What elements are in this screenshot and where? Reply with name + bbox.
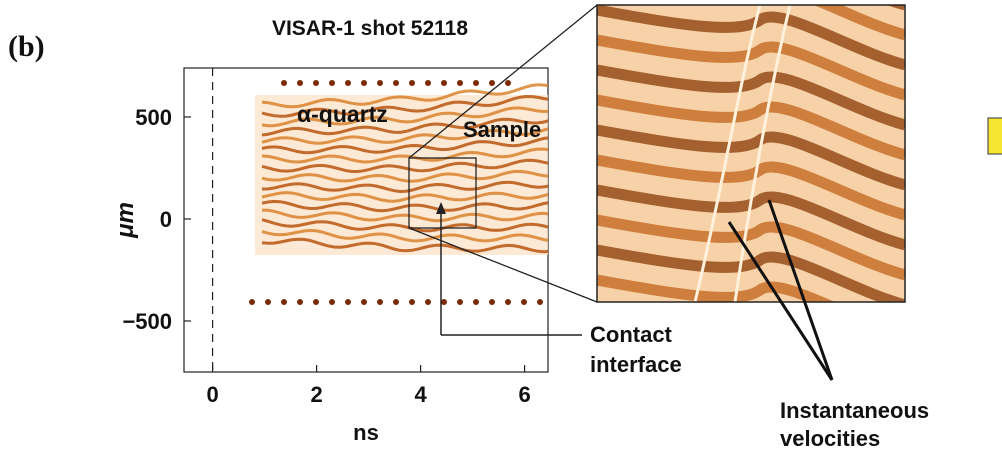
annotation: Instantaneous velocities — [780, 398, 929, 451]
inset-band — [597, 5, 905, 71]
fringe — [261, 199, 548, 213]
inset-band — [814, 5, 905, 41]
streak-image — [212, 68, 548, 372]
x-axis-label: ns — [353, 420, 379, 445]
fiducial — [361, 80, 367, 86]
x-tick-label: 6 — [518, 382, 530, 407]
fiducial — [425, 299, 431, 305]
fringe — [261, 83, 548, 109]
fiducial — [345, 80, 351, 86]
fiducial — [505, 80, 511, 86]
fiducial — [345, 299, 351, 305]
inset-band — [597, 124, 905, 191]
fiducial — [313, 80, 319, 86]
fringe — [261, 180, 548, 194]
x-tick-label: 0 — [206, 382, 218, 407]
inset-band — [597, 34, 905, 101]
inset-band — [597, 214, 905, 281]
fringe — [261, 208, 548, 223]
zoom-inset — [597, 5, 905, 302]
fiducial — [505, 299, 511, 305]
fiducial — [489, 299, 495, 305]
inset-band — [597, 64, 905, 131]
pointer-line — [727, 221, 834, 381]
fringe — [261, 94, 548, 118]
fringe — [261, 117, 548, 137]
fiducial — [281, 299, 287, 305]
fringe — [261, 147, 548, 164]
fiducial — [329, 80, 335, 86]
fiducial — [297, 299, 303, 305]
fringe — [261, 158, 548, 173]
fringe — [261, 169, 548, 183]
panel-label: (b) — [8, 30, 45, 63]
fiducial — [313, 299, 319, 305]
inset-band — [597, 184, 905, 251]
inset-line — [733, 5, 792, 302]
fiducial — [377, 299, 383, 305]
fiducial — [393, 299, 399, 305]
y-axis-label: μm — [112, 202, 139, 239]
fiducial — [537, 299, 543, 305]
chart-title: VISAR-1 shot 52118 — [272, 17, 468, 40]
inset-band — [597, 244, 905, 302]
y-tick-label: 0 — [160, 207, 172, 232]
fiducial — [457, 80, 463, 86]
inset-line — [693, 5, 762, 302]
fiducial — [297, 80, 303, 86]
fiducial — [281, 80, 287, 86]
y-tick-label: 500 — [135, 105, 172, 130]
fringe — [261, 127, 548, 145]
zoom-box — [408, 157, 477, 229]
fiducial — [377, 80, 383, 86]
fiducial — [489, 80, 495, 86]
fiducial — [329, 299, 335, 305]
x-tick-label: 2 — [310, 382, 322, 407]
fringe — [261, 136, 548, 155]
inset-band — [597, 94, 905, 161]
fringe — [261, 228, 548, 243]
fiducial — [441, 80, 447, 86]
fiducial — [521, 299, 527, 305]
cropped-box — [987, 117, 1002, 155]
annotation: Sample — [463, 117, 541, 142]
fiducial — [361, 299, 367, 305]
fiducial — [409, 80, 415, 86]
x-tick-label: 4 — [414, 382, 427, 407]
fiducial — [393, 80, 399, 86]
fiducial — [473, 299, 479, 305]
fringe — [261, 191, 548, 203]
fringe — [261, 218, 548, 233]
fiducial — [249, 299, 255, 305]
annotation: Contact interface — [590, 322, 682, 377]
pointer-line — [767, 199, 834, 381]
fiducial — [425, 80, 431, 86]
inset-band — [597, 274, 836, 302]
inset-frame — [596, 4, 906, 303]
fiducial — [265, 299, 271, 305]
annotation: α-quartz — [297, 101, 388, 127]
fiducial — [441, 299, 447, 305]
zoom-connector — [408, 4, 598, 159]
fiducial — [473, 80, 479, 86]
fringe — [261, 237, 548, 254]
y-tick-label: −500 — [122, 309, 172, 334]
pointer-arrow — [436, 202, 446, 214]
fringe — [261, 106, 548, 128]
fiducial — [457, 299, 463, 305]
inset-band — [597, 154, 905, 221]
fiducial — [409, 299, 415, 305]
